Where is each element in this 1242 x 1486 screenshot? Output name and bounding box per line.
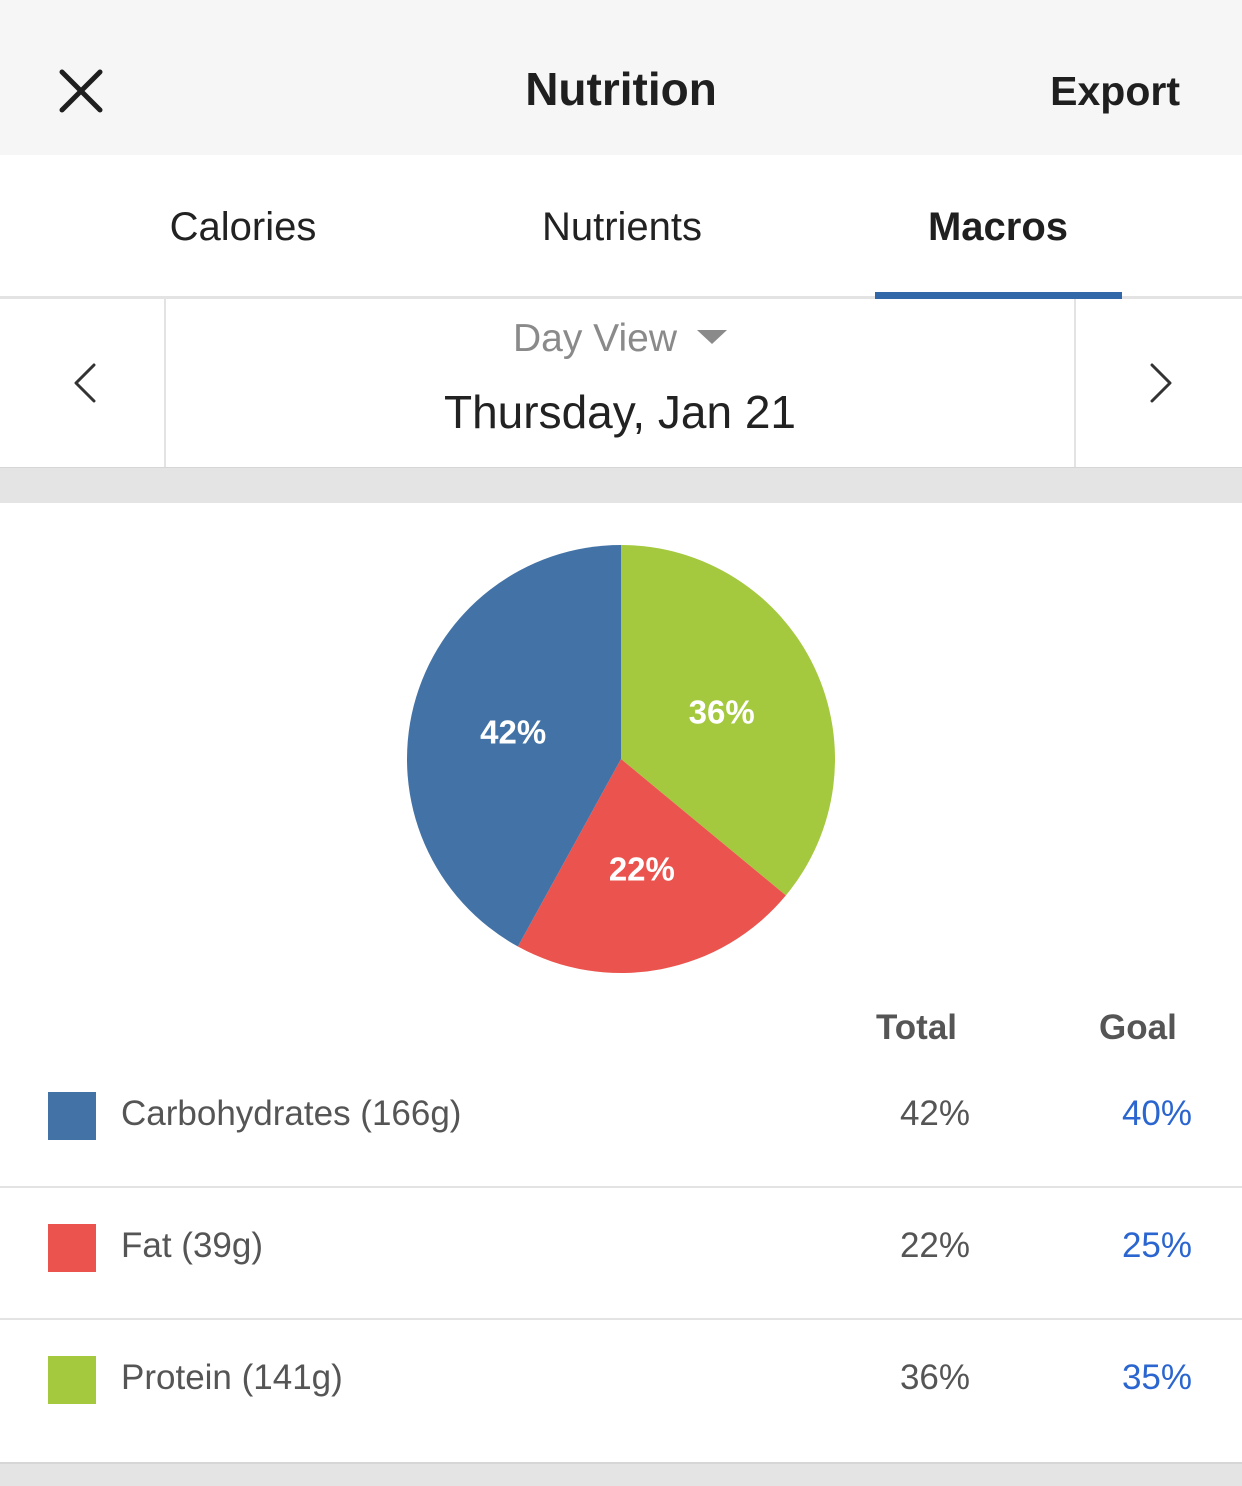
- bottom-divider: [0, 1462, 1242, 1486]
- pie-label-carbohydrates: 42%: [480, 713, 546, 750]
- column-header-total: Total: [876, 1008, 958, 1047]
- view-selector[interactable]: Day View: [166, 317, 1074, 361]
- pie-slice-carbohydrates: [407, 545, 621, 947]
- legend-swatch-carbohydrates: [48, 1092, 96, 1140]
- current-date: Thursday, Jan 21: [443, 386, 796, 438]
- macro-row-protein[interactable]: Protein (141g) 36% 35%: [0, 1320, 1242, 1452]
- pie-chart-svg: 36% 22% 42%: [407, 545, 835, 973]
- macro-label: Protein (141g): [121, 1358, 343, 1397]
- macro-label: Fat (39g): [121, 1226, 263, 1265]
- column-header-goal: Goal: [1099, 1008, 1177, 1047]
- macro-label: Carbohydrates (166g): [121, 1094, 462, 1133]
- page-title: Nutrition: [525, 63, 717, 115]
- pie-slice-fat: [517, 759, 786, 973]
- view-selector-label: Day View: [512, 317, 678, 360]
- active-tab-indicator: [875, 292, 1122, 299]
- close-button[interactable]: [50, 60, 112, 122]
- macros-pie-chart: 36% 22% 42%: [400, 538, 842, 980]
- legend-swatch-fat: [48, 1224, 96, 1272]
- tab-calories[interactable]: Calories: [169, 205, 317, 249]
- pie-label-protein: 36%: [689, 694, 755, 731]
- macro-total: 36%: [899, 1358, 970, 1397]
- macro-goal[interactable]: 40%: [1121, 1094, 1192, 1133]
- close-icon: [59, 69, 103, 113]
- export-button[interactable]: Export: [1050, 68, 1180, 114]
- macro-goal[interactable]: 25%: [1121, 1226, 1192, 1265]
- macro-total: 22%: [899, 1226, 970, 1265]
- caret-down-icon: [697, 329, 728, 344]
- macros-table: Carbohydrates (166g) 42% 40% Fat (39g) 2…: [0, 1056, 1242, 1456]
- pie-slice-protein: [621, 545, 835, 896]
- macro-row-carbohydrates[interactable]: Carbohydrates (166g) 42% 40%: [0, 1056, 1242, 1188]
- macro-total: 42%: [899, 1094, 970, 1133]
- legend-swatch-protein: [48, 1356, 96, 1404]
- chevron-right-icon: [1150, 363, 1172, 403]
- top-bar: Nutrition Export: [0, 0, 1242, 155]
- tab-macros[interactable]: Macros: [927, 205, 1069, 249]
- chevron-left-icon: [74, 363, 96, 403]
- pie-label-fat: 22%: [609, 850, 675, 887]
- macro-goal[interactable]: 35%: [1121, 1358, 1192, 1397]
- previous-day-button[interactable]: [0, 299, 166, 467]
- next-day-button[interactable]: [1074, 299, 1242, 467]
- section-divider: [0, 467, 1242, 503]
- macro-row-fat[interactable]: Fat (39g) 22% 25%: [0, 1188, 1242, 1320]
- date-navigator: Day View Thursday, Jan 21: [0, 299, 1242, 467]
- tab-bar: Calories Nutrients Macros: [0, 155, 1242, 299]
- tab-nutrients[interactable]: Nutrients: [541, 205, 703, 249]
